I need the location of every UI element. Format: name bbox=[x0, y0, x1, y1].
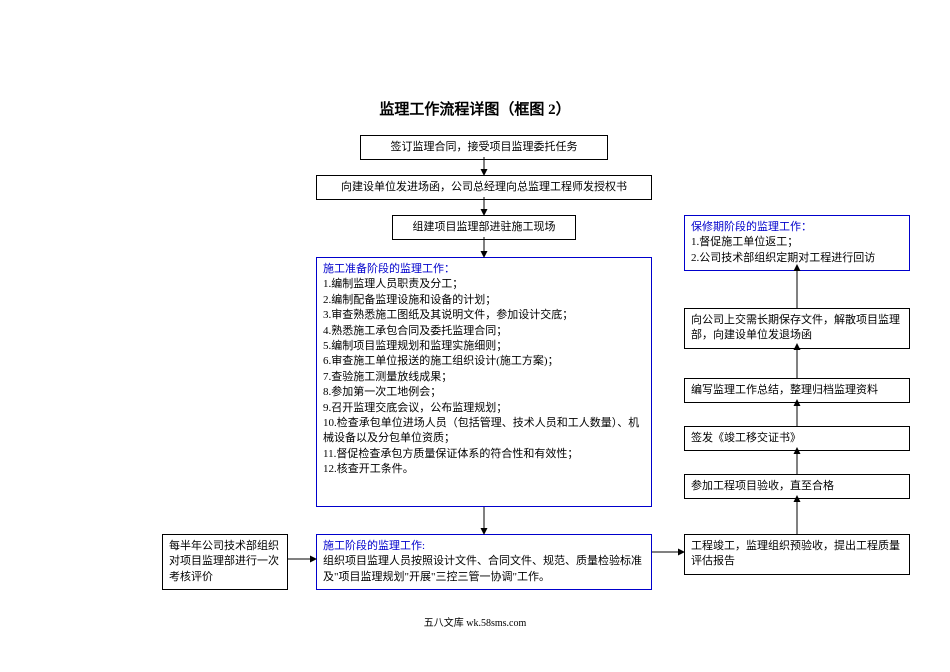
list-item: 4.熟悉施工承包合同及委托监理合同； bbox=[323, 324, 645, 339]
page-footer: 五八文库 wk.58sms.com bbox=[0, 614, 950, 629]
list-item: 10.检查承包单位进场人员（包括管理、技术人员和工人数量）、机械设备以及分包单位… bbox=[323, 416, 645, 447]
node-write-summary: 编写监理工作总结，整理归档监理资料 bbox=[684, 378, 910, 403]
list-item: 7.查验施工测量放线成果； bbox=[323, 370, 645, 385]
node-archive-dissolve: 向公司上交需长期保存文件，解散项目监理部，向建设单位发退场函 bbox=[684, 308, 910, 349]
list-item: 11.督促检查承包方质量保证体系的符合性和有效性； bbox=[323, 447, 645, 462]
node-text: 编写监理工作总结，整理归档监理资料 bbox=[691, 384, 878, 396]
phase-heading: 保修期阶段的监理工作： bbox=[691, 220, 903, 235]
node-sign-contract: 签订监理合同，接受项目监理委托任务 bbox=[360, 135, 608, 160]
node-construction-phase: 施工阶段的监理工作: 组织项目监理人员按照设计文件、合同文件、规范、质量检验标准… bbox=[316, 534, 652, 590]
node-text: 签订监理合同，接受项目监理委托任务 bbox=[391, 141, 578, 153]
list-item: 1.督促施工单位返工； bbox=[691, 235, 903, 250]
node-text: 向公司上交需长期保存文件，解散项目监理部，向建设单位发退场函 bbox=[691, 314, 900, 341]
page-title: 监理工作流程详图（框图 2） bbox=[0, 98, 950, 119]
list-item: 2.公司技术部组织定期对工程进行回访 bbox=[691, 251, 903, 266]
phase-body: 组织项目监理人员按照设计文件、合同文件、规范、质量检验标准及"项目监理规划"开展… bbox=[323, 554, 645, 585]
node-warranty-phase: 保修期阶段的监理工作： 1.督促施工单位返工； 2.公司技术部组织定期对工程进行… bbox=[684, 215, 910, 271]
list-item: 9.召开监理交底会议，公布监理规划； bbox=[323, 401, 645, 416]
list-item: 8.参加第一次工地例会； bbox=[323, 385, 645, 400]
node-completion-preaccept: 工程竣工，监理组织预验收，提出工程质量评估报告 bbox=[684, 534, 910, 575]
list-item: 3.审查熟悉施工图纸及其说明文件，参加设计交底； bbox=[323, 308, 645, 323]
node-text: 参加工程项目验收，直至合格 bbox=[691, 480, 834, 492]
phase-body: 1.编制监理人员职责及分工； 2.编制配备监理设施和设备的计划； 3.审查熟悉施… bbox=[323, 277, 645, 477]
phase-heading: 施工阶段的监理工作: bbox=[323, 539, 645, 554]
node-semiannual-eval: 每半年公司技术部组织对项目监理部进行一次考核评价 bbox=[162, 534, 288, 590]
node-text: 组建项目监理部进驻施工现场 bbox=[413, 221, 556, 233]
node-text: 签发《竣工移交证书》 bbox=[691, 432, 801, 444]
node-text: 工程竣工，监理组织预验收，提出工程质量评估报告 bbox=[691, 540, 900, 567]
node-text: 每半年公司技术部组织对项目监理部进行一次考核评价 bbox=[169, 540, 279, 583]
list-item: 1.编制监理人员职责及分工； bbox=[323, 277, 645, 292]
node-preparation-phase: 施工准备阶段的监理工作： 1.编制监理人员职责及分工； 2.编制配备监理设施和设… bbox=[316, 257, 652, 507]
list-item: 12.核查开工条件。 bbox=[323, 462, 645, 477]
node-entry-letter: 向建设单位发进场函，公司总经理向总监理工程师发授权书 bbox=[316, 175, 652, 200]
node-issue-certificate: 签发《竣工移交证书》 bbox=[684, 426, 910, 451]
list-item: 6.审查施工单位报送的施工组织设计(施工方案)； bbox=[323, 354, 645, 369]
node-text: 向建设单位发进场函，公司总经理向总监理工程师发授权书 bbox=[341, 181, 627, 193]
node-setup-dept: 组建项目监理部进驻施工现场 bbox=[392, 215, 576, 240]
list-item: 5.编制项目监理规划和监理实施细则； bbox=[323, 339, 645, 354]
list-item: 2.编制配备监理设施和设备的计划； bbox=[323, 293, 645, 308]
node-attend-acceptance: 参加工程项目验收，直至合格 bbox=[684, 474, 910, 499]
phase-heading: 施工准备阶段的监理工作： bbox=[323, 262, 645, 277]
